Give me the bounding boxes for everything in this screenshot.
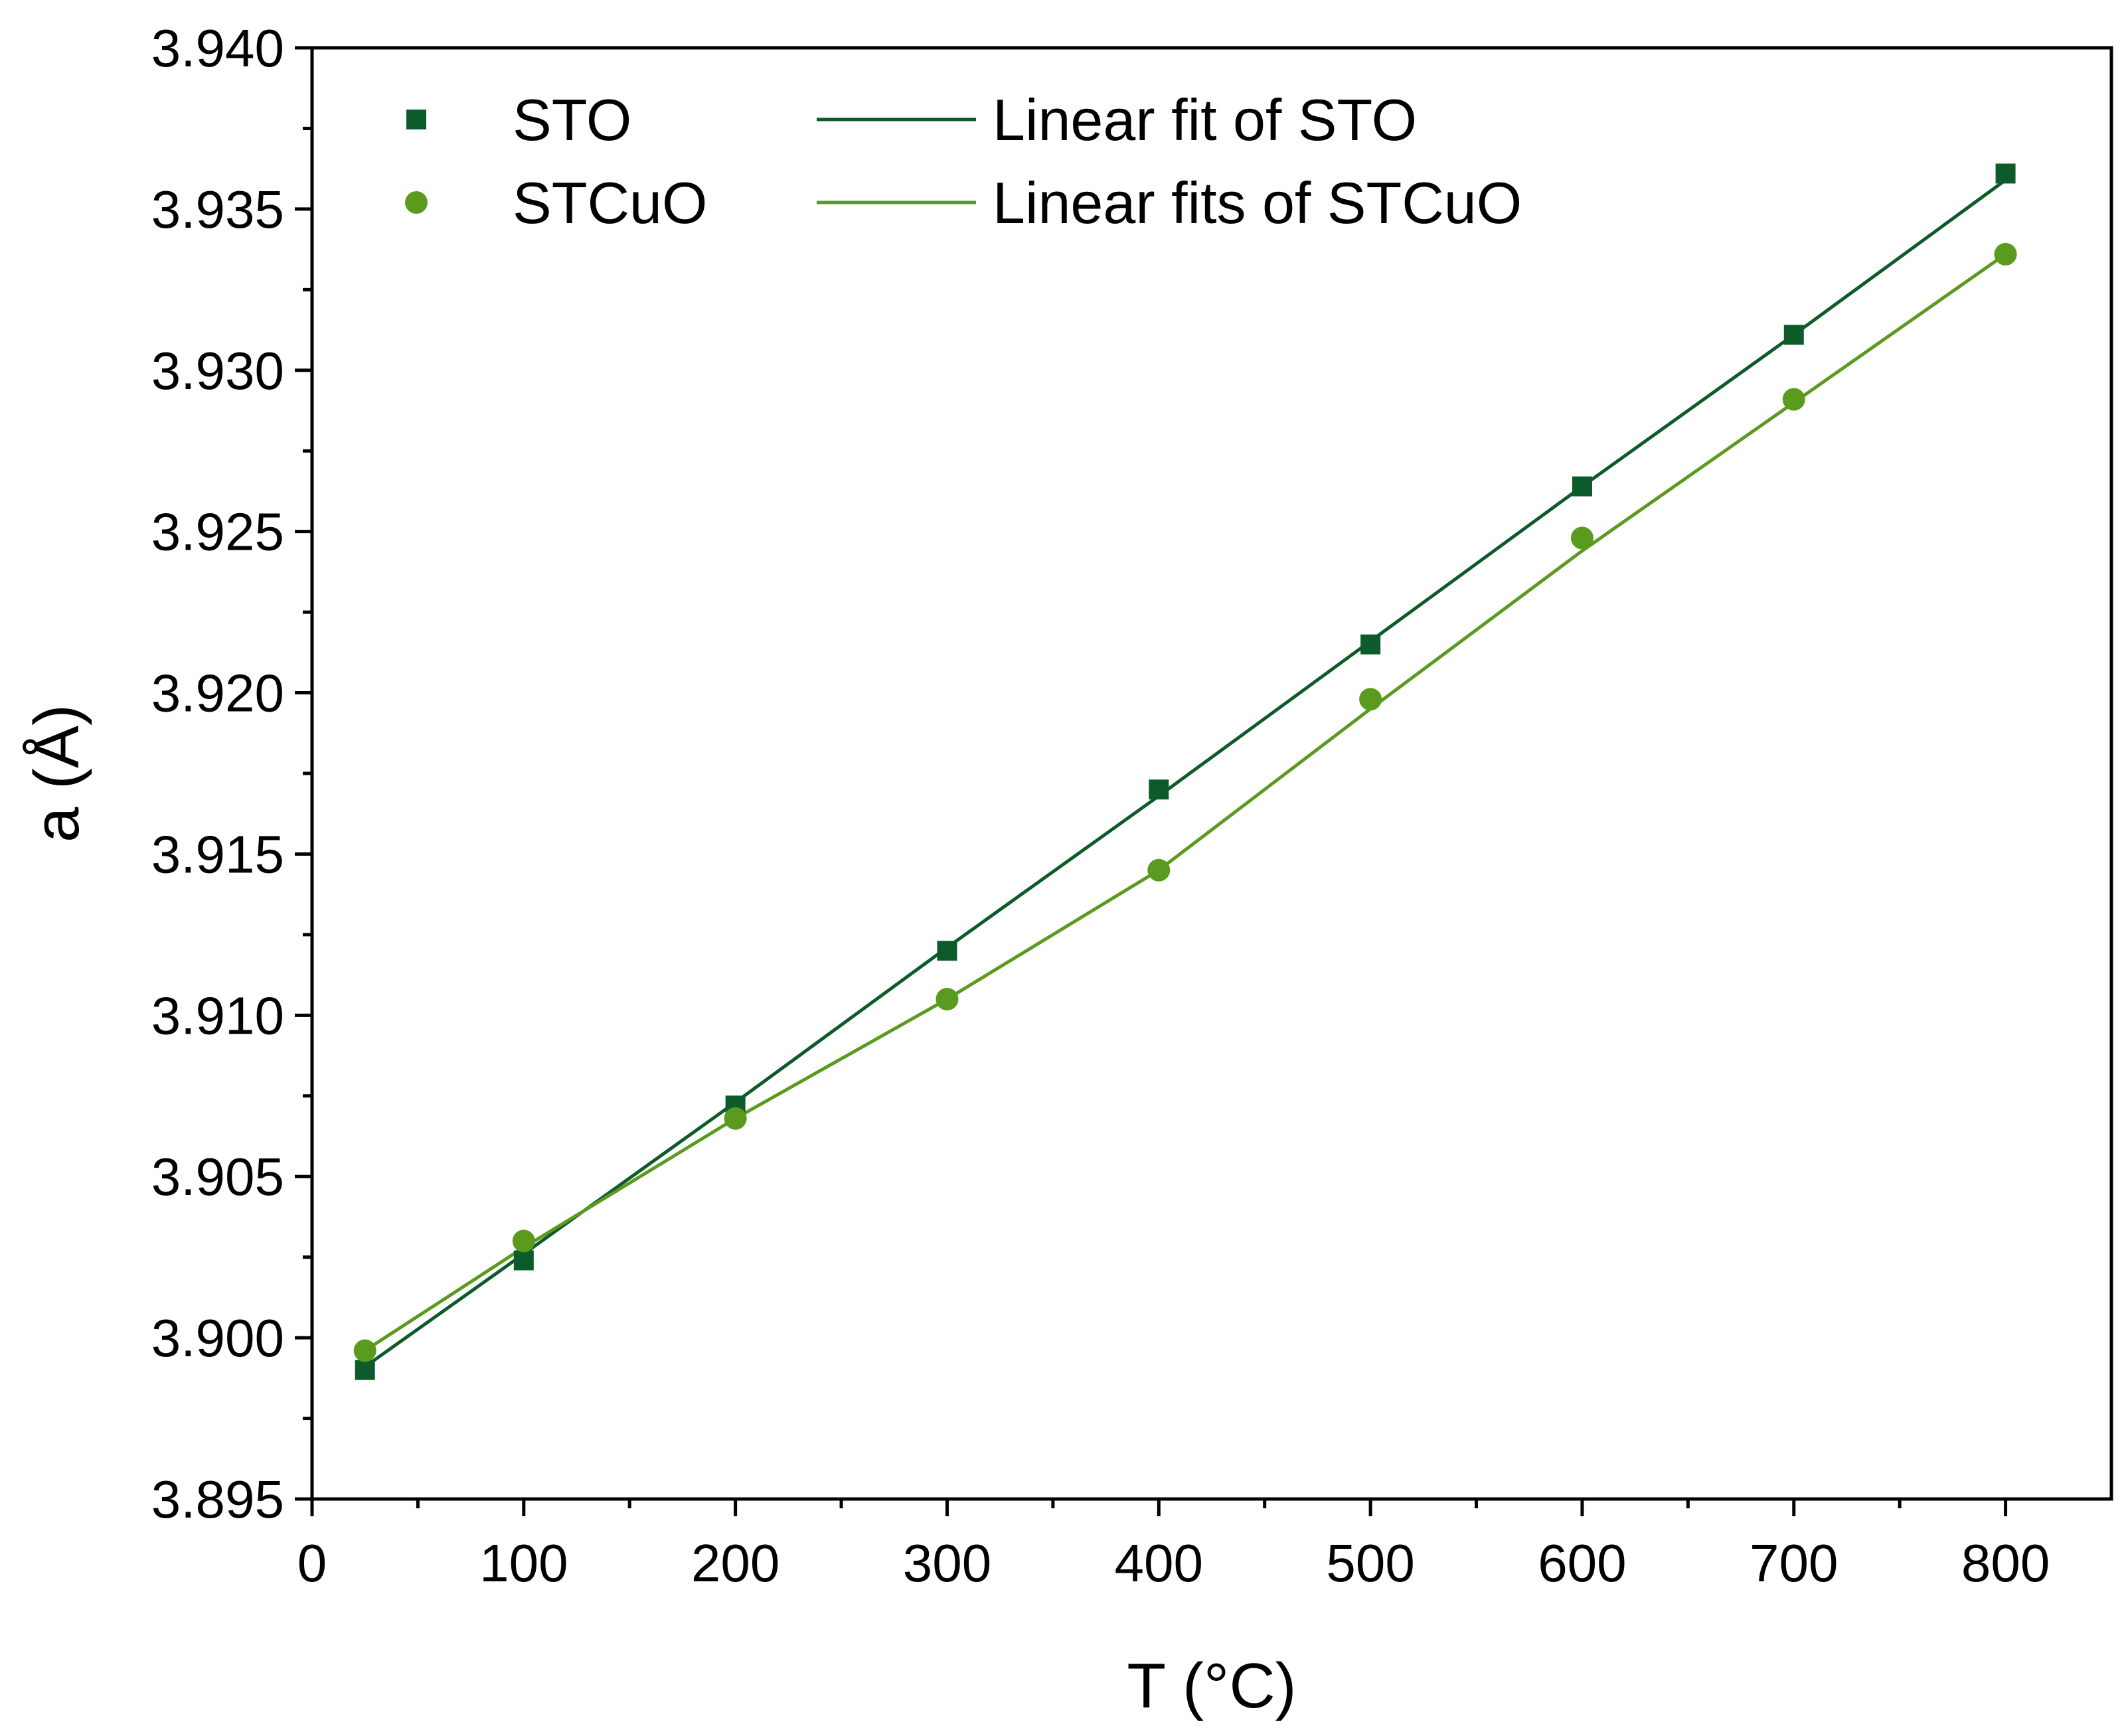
y-tick-label: 3.910 [151,986,284,1045]
x-tick-label: 700 [1750,1534,1838,1593]
legend-label: Linear fit of STO [993,87,1417,153]
y-axis-title: a (Å) [21,704,92,842]
stcuo-point [1359,688,1382,711]
y-tick-label: 3.900 [151,1308,284,1368]
sto-point [355,1360,375,1380]
stcuo-point [353,1339,376,1362]
y-tick-label: 3.905 [151,1147,284,1206]
sto-point [1149,779,1169,800]
x-tick-label: 800 [1961,1534,2050,1593]
y-tick-label: 3.935 [151,180,284,239]
stcuo-point [1782,388,1805,411]
y-tick-label: 3.915 [151,825,284,884]
sto-point [1783,325,1804,345]
x-tick-label: 100 [479,1534,568,1593]
sto-point [937,941,957,961]
legend-marker-sto [406,110,426,129]
x-axis-title: T (°C) [1127,1650,1296,1721]
stcuo-point [724,1107,747,1130]
x-tick-label: 0 [297,1534,327,1593]
legend-label: STCuO [513,170,707,236]
sto-point [513,1250,534,1271]
stcuo-point [1570,526,1593,550]
y-tick-label: 3.920 [151,664,284,723]
y-tick-label: 3.930 [151,341,284,400]
legend: STO STCuO Linear fit of STO Linear fits of … [405,87,1522,236]
x-axis-ticks: 0 100 200 300 400 500 600 700 800 [297,1499,2050,1593]
y-tick-label: 3.925 [151,503,284,562]
stcuo-point [512,1229,535,1253]
y-tick-label: 3.940 [151,19,284,78]
fit-line [364,252,2007,1352]
sto-point [1360,634,1381,655]
stcuo-point [1994,242,2017,266]
y-axis-ticks: 3.895 3.900 3.905 3.910 3.915 3.920 3.925 3.930… [151,19,312,1529]
x-tick-label: 200 [691,1534,779,1593]
sto-point [1995,163,2016,184]
x-tick-label: 300 [903,1534,991,1593]
data-points [353,163,2017,1380]
fit-line [364,179,2007,1368]
plot-frame [310,46,2113,1501]
x-tick-label: 600 [1538,1534,1626,1593]
x-tick-label: 500 [1326,1534,1414,1593]
sto-point [1572,476,1592,497]
legend-label: Linear fits of STCuO [993,170,1522,236]
legend-label: STO [513,87,631,153]
fit-lines [364,179,2007,1368]
stcuo-point [1147,858,1171,882]
legend-marker-stcuo [405,191,428,214]
y-tick-label: 3.895 [151,1470,284,1529]
stcuo-point [936,988,959,1011]
axes [310,46,2113,1501]
x-tick-label: 400 [1115,1534,1203,1593]
